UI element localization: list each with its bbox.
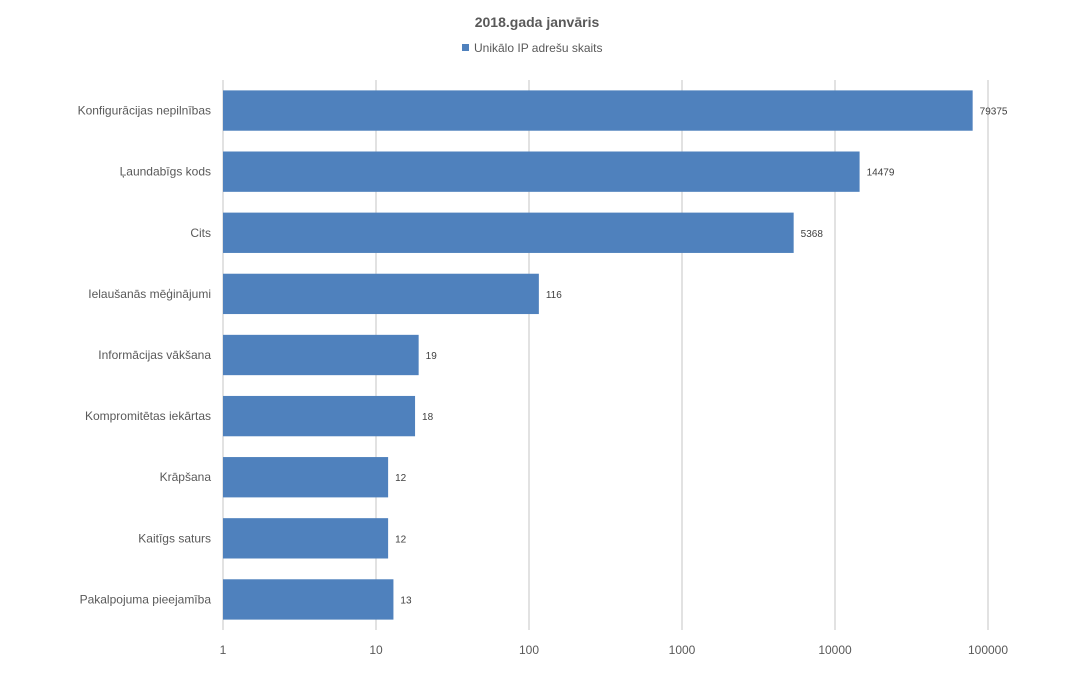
data-label-1: 14479 xyxy=(867,168,895,179)
data-label-8: 13 xyxy=(400,595,412,606)
bar-2 xyxy=(223,212,794,253)
data-label-0: 79375 xyxy=(980,107,1008,118)
bar-7 xyxy=(223,518,389,559)
data-label-2: 5368 xyxy=(801,229,824,240)
chart-title: 2018.gada janvāris xyxy=(475,14,600,30)
bar-4 xyxy=(223,334,419,376)
bars xyxy=(223,90,973,620)
x-tick-label-2: 100 xyxy=(519,643,539,657)
category-label-7: Kaitīgs saturs xyxy=(138,531,211,545)
bar-8 xyxy=(223,579,394,620)
x-tick-label-1: 10 xyxy=(369,643,383,657)
x-tick-label-0: 1 xyxy=(220,643,227,657)
bar-1 xyxy=(223,151,860,192)
bar-6 xyxy=(223,457,389,498)
category-labels: Konfigurācijas nepilnības Ļaundabīgs kods… xyxy=(78,104,212,607)
category-label-6: Krāpšana xyxy=(160,470,212,484)
category-label-4: Informācijas vākšana xyxy=(98,348,211,362)
category-label-0: Konfigurācijas nepilnības xyxy=(78,104,211,118)
category-label-5: Kompromitētas iekārtas xyxy=(85,409,211,423)
data-label-4: 19 xyxy=(426,351,438,362)
bar-5 xyxy=(223,395,416,437)
x-tick-label-5: 100000 xyxy=(968,643,1008,657)
x-axis-tick-labels: 1 10 100 1000 10000 100000 xyxy=(220,643,1009,657)
legend-label: Unikālo IP adrešu skaits xyxy=(474,41,603,55)
data-labels: 79375 14479 5368 116 19 18 12 12 13 xyxy=(395,107,1008,607)
category-label-3: Ielaušanās mēģinājumi xyxy=(88,287,211,301)
x-tick-label-4: 10000 xyxy=(818,643,852,657)
data-label-5: 18 xyxy=(422,412,434,423)
category-label-2: Cits xyxy=(190,226,211,240)
legend: Unikālo IP adrešu skaits xyxy=(462,41,603,55)
category-label-1: Ļaundabīgs kods xyxy=(120,165,211,179)
data-label-3: 116 xyxy=(546,290,562,301)
data-label-6: 12 xyxy=(395,473,407,484)
category-label-8: Pakalpojuma pieejamība xyxy=(80,592,212,606)
legend-swatch xyxy=(462,44,469,51)
bar-3 xyxy=(223,273,539,315)
data-label-7: 12 xyxy=(395,534,407,545)
x-tick-label-3: 1000 xyxy=(669,643,696,657)
bar-0 xyxy=(223,90,973,131)
